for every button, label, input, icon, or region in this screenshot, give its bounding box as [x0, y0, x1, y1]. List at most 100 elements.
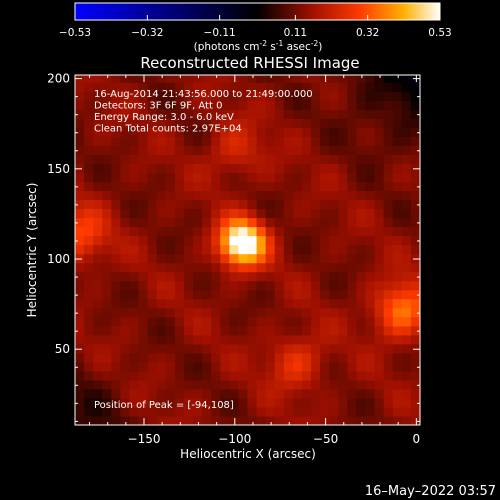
heatmap-cell	[392, 352, 403, 363]
heatmap-cell	[174, 75, 185, 83]
heatmap-cell	[183, 127, 194, 137]
heatmap-cell	[338, 118, 348, 128]
heatmap-cell	[247, 226, 258, 237]
heatmap-cell	[256, 136, 267, 146]
heatmap-cell	[102, 235, 112, 246]
heatmap-cell	[292, 361, 303, 372]
heatmap-cell	[229, 343, 240, 354]
heatmap-cell	[111, 75, 121, 83]
heatmap-cell	[256, 406, 267, 417]
heatmap-cell	[129, 262, 140, 273]
heatmap-cell	[183, 253, 194, 264]
heatmap-cell	[238, 415, 249, 425]
heatmap-cell	[75, 190, 85, 201]
heatmap-cell	[147, 316, 158, 327]
heatmap-cell	[238, 91, 249, 101]
heatmap-cell	[383, 316, 394, 327]
heatmap-cell	[75, 289, 85, 300]
heatmap-cell	[238, 271, 249, 282]
heatmap-cell	[365, 217, 376, 228]
heatmap-cell	[301, 415, 312, 425]
heatmap-cell	[374, 406, 385, 417]
heatmap-cell	[274, 109, 285, 119]
heatmap-cell	[102, 271, 112, 282]
heatmap-cell	[292, 298, 303, 309]
heatmap-cell	[147, 262, 158, 273]
heatmap-cell	[301, 118, 312, 128]
heatmap-cell	[129, 145, 140, 155]
heatmap-cell	[410, 109, 420, 119]
heatmap-cell	[147, 154, 158, 164]
heatmap-cell	[129, 415, 140, 425]
heatmap-cell	[220, 280, 230, 291]
heatmap-cell	[138, 244, 149, 255]
heatmap-cell	[84, 271, 94, 282]
heatmap-cell	[220, 190, 230, 201]
heatmap-cell	[320, 388, 330, 399]
heatmap-cell	[220, 379, 230, 390]
heatmap-cell	[274, 352, 285, 363]
heatmap-cell	[338, 82, 348, 92]
heatmap-cell	[102, 307, 112, 318]
heatmap-cell	[256, 343, 267, 354]
heatmap-cell	[238, 280, 249, 291]
heatmap-cell	[229, 325, 240, 336]
heatmap-cell	[183, 235, 194, 246]
heatmap-cell	[356, 100, 367, 110]
heatmap-cell	[75, 181, 85, 192]
heatmap-cell	[274, 343, 285, 354]
heatmap-cell	[301, 154, 312, 164]
heatmap-cell	[238, 397, 249, 408]
heatmap-cell	[247, 91, 258, 101]
heatmap-cell	[265, 91, 276, 101]
heatmap-cell	[311, 388, 321, 399]
heatmap-cell	[374, 190, 385, 201]
heatmap-cell	[374, 298, 385, 309]
heatmap-cell	[129, 379, 140, 390]
heatmap-cell	[75, 226, 85, 237]
heatmap-cell	[211, 163, 221, 174]
heatmap-cell	[84, 118, 94, 128]
heatmap-cell	[374, 100, 385, 110]
heatmap-cell	[301, 361, 312, 372]
heatmap-cell	[283, 334, 294, 345]
heatmap-cell	[338, 352, 348, 363]
heatmap-cell	[193, 316, 203, 327]
heatmap-cell	[410, 235, 420, 246]
heatmap-cell	[383, 235, 394, 246]
heatmap-cell	[93, 289, 103, 300]
heatmap-cell	[147, 325, 158, 336]
heatmap-cell	[410, 217, 420, 228]
heatmap-cell	[156, 379, 167, 390]
heatmap-cell	[247, 127, 258, 137]
heatmap-cell	[174, 244, 185, 255]
heatmap-cell	[229, 226, 240, 237]
heatmap-cell	[347, 361, 358, 372]
heatmap-cell	[202, 271, 212, 282]
heatmap-cell	[356, 109, 367, 119]
heatmap-cell	[401, 253, 412, 264]
heatmap-cell	[392, 217, 403, 228]
heatmap-cell	[347, 154, 358, 164]
heatmap-cell	[174, 235, 185, 246]
heatmap-cell	[301, 280, 312, 291]
heatmap-cell	[383, 244, 394, 255]
heatmap-cell	[111, 100, 121, 110]
heatmap-cell	[238, 406, 249, 417]
heatmap-cell	[102, 415, 112, 425]
heatmap-cell	[247, 379, 258, 390]
heatmap-cell	[238, 109, 249, 119]
heatmap-cell	[229, 181, 240, 192]
heatmap-cell	[292, 136, 303, 146]
heatmap-cell	[238, 379, 249, 390]
heatmap-cell	[147, 244, 158, 255]
heatmap-cell	[111, 118, 121, 128]
colorbar-ticks: −0.53 −0.32 −0.11 0.11 0.32 0.53	[59, 15, 452, 39]
heatmap-cell	[292, 388, 303, 399]
heatmap-cell	[229, 397, 240, 408]
heatmap-cell	[247, 406, 258, 417]
heatmap-cell	[183, 91, 194, 101]
heatmap-cell	[138, 253, 149, 264]
heatmap-cell	[292, 415, 303, 425]
heatmap-cell	[401, 235, 412, 246]
